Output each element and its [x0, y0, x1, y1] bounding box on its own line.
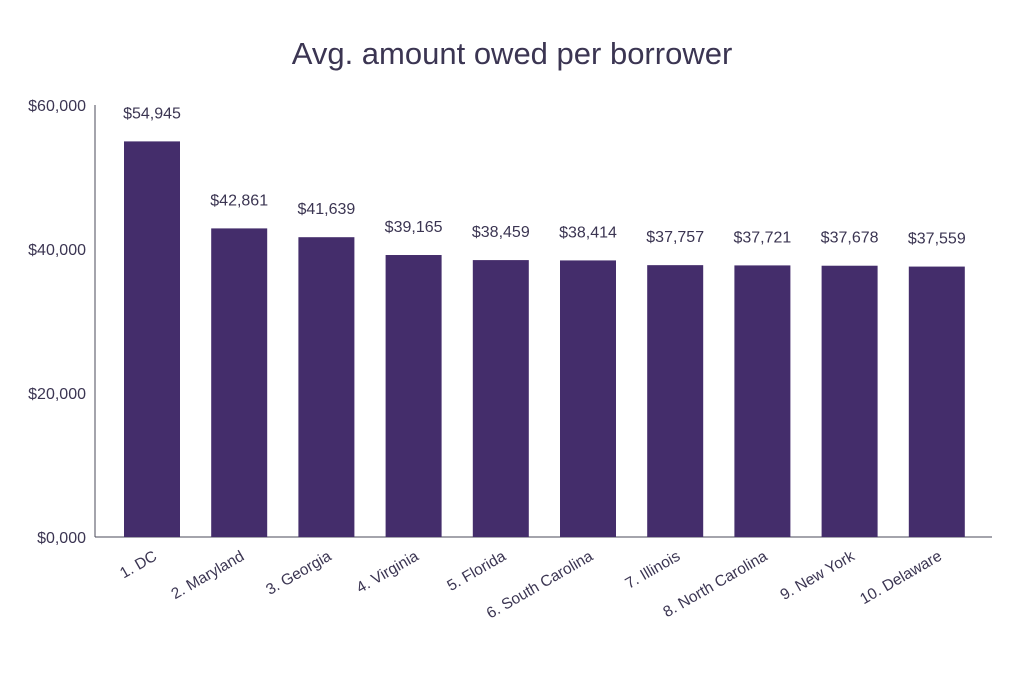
- bar: [298, 237, 355, 537]
- data-label: $54,945: [123, 105, 181, 122]
- bar: [821, 265, 878, 537]
- category-label: 10. Delaware: [857, 548, 945, 608]
- data-labels: $54,945 $42,861 $41,639 $39,165 $38,459 $38,4…: [123, 105, 966, 247]
- bar: [385, 255, 442, 537]
- data-label: $41,639: [297, 201, 355, 218]
- category-label: 5. Florida: [444, 548, 509, 595]
- category-label: 4. Virginia: [354, 548, 422, 597]
- data-label: $37,757: [646, 229, 704, 246]
- category-label: 7. Illinois: [622, 548, 683, 593]
- data-label: $38,459: [472, 224, 530, 241]
- bar: [908, 266, 965, 537]
- bar: [647, 265, 704, 537]
- bar: [472, 260, 529, 537]
- data-label: $38,414: [559, 224, 617, 241]
- chart-title: Avg. amount owed per borrower: [292, 36, 733, 71]
- data-label: $37,721: [733, 229, 791, 246]
- category-label: 3. Georgia: [263, 548, 335, 599]
- data-label: $37,559: [908, 231, 966, 248]
- bars: [124, 141, 965, 537]
- bar: [124, 141, 180, 537]
- bar: [560, 260, 616, 537]
- y-tick-label: $40,000: [28, 242, 86, 259]
- y-tick-label: $60,000: [28, 98, 86, 115]
- y-tick-label: $20,000: [28, 386, 86, 403]
- y-tick-label: $0,000: [37, 530, 86, 547]
- category-label: 1. DC: [117, 548, 160, 583]
- category-label: 9. New York: [777, 548, 857, 604]
- data-label: $39,165: [385, 219, 443, 236]
- y-axis-ticks: $0,000 $20,000 $40,000 $60,000: [28, 98, 86, 547]
- category-label: 2. Maryland: [169, 548, 248, 603]
- data-label: $37,678: [821, 230, 879, 247]
- bar: [211, 228, 268, 537]
- bar: [734, 265, 791, 537]
- x-axis-category-labels: 1. DC 2. Maryland 3. Georgia 4. Virginia 5. …: [117, 548, 945, 623]
- data-label: $42,861: [210, 192, 268, 209]
